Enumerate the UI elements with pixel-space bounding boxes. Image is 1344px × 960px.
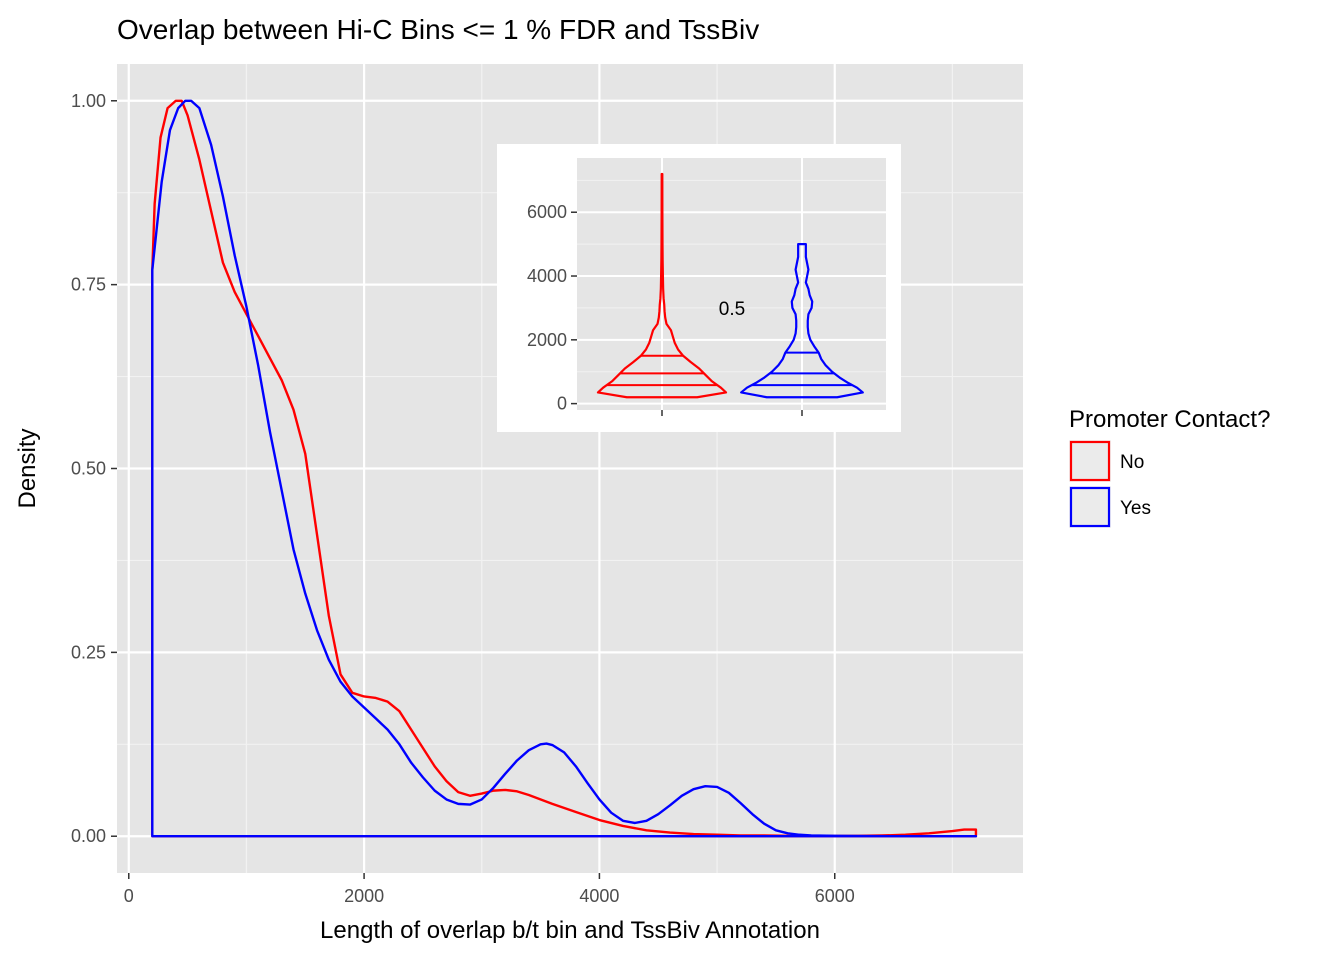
inset-y-tick-label: 6000	[527, 202, 567, 222]
inset-violin-plot: 0 2000 4000 6000 0.5	[497, 144, 901, 432]
y-axis: 0.00 0.25 0.50 0.75 1.00	[71, 91, 117, 846]
y-tick-label: 1.00	[71, 91, 106, 111]
inset-y-tick-label: 2000	[527, 330, 567, 350]
x-axis: 0 2000 4000 6000	[124, 873, 855, 906]
y-tick-label: 0.50	[71, 459, 106, 479]
y-tick-label: 0.00	[71, 826, 106, 846]
density-line-yes	[151, 99, 978, 838]
legend-key-yes	[1069, 486, 1111, 528]
x-tick-label: 2000	[344, 886, 384, 906]
violin-yes	[740, 243, 864, 399]
chart-title: Overlap between Hi-C Bins <= 1 % FDR and…	[117, 14, 759, 45]
density-series	[151, 99, 978, 838]
legend-title: Promoter Contact?	[1069, 406, 1270, 433]
y-tick-label: 0.75	[71, 275, 106, 295]
y-tick-label: 0.25	[71, 642, 106, 662]
legend: Promoter Contact? No Yes	[1069, 406, 1270, 528]
inset-panel	[577, 158, 886, 410]
x-axis-title: Length of overlap b/t bin and TssBiv Ann…	[320, 917, 820, 944]
y-axis-title: Density	[14, 428, 41, 508]
inset-y-tick-label: 0	[557, 394, 567, 414]
x-tick-label: 6000	[815, 886, 855, 906]
inset-y-tick-label: 4000	[527, 266, 567, 286]
x-tick-label: 4000	[579, 886, 619, 906]
violin-no	[596, 172, 728, 399]
x-tick-label: 0	[124, 886, 134, 906]
legend-label-yes: Yes	[1120, 498, 1151, 519]
inset-annotation: 0.5	[719, 299, 745, 320]
legend-label-no: No	[1120, 452, 1144, 473]
legend-key-no	[1069, 440, 1111, 482]
